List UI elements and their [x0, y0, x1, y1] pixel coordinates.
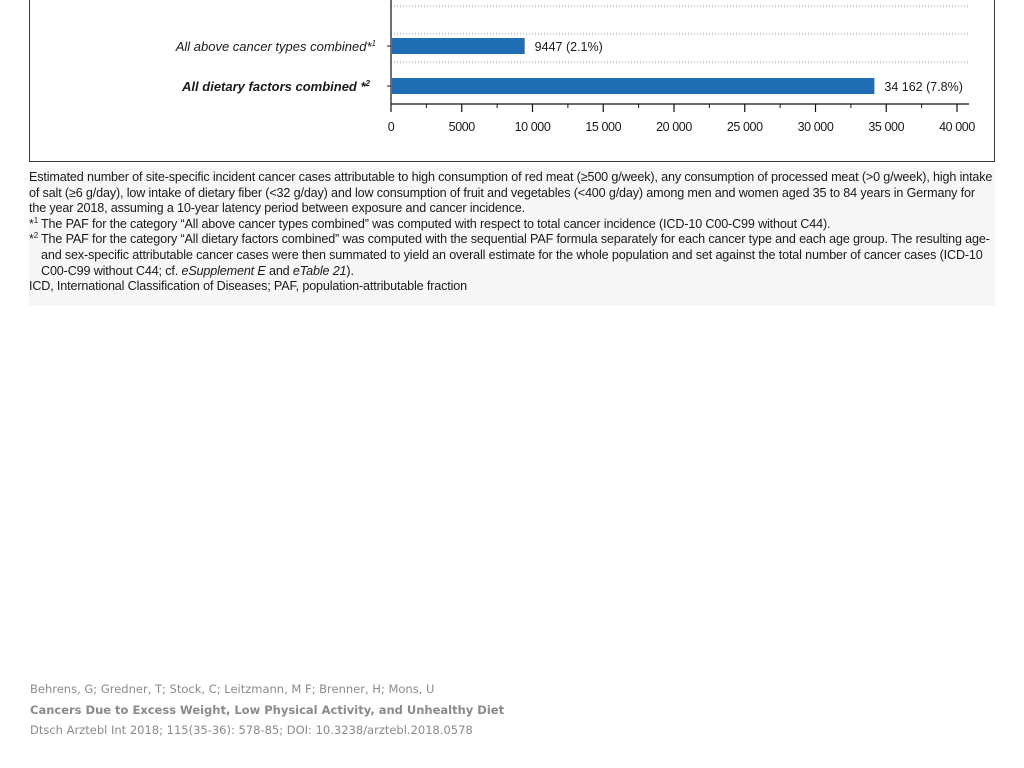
footnote-2-and: and — [265, 263, 293, 278]
x-tick-label: 25 000 — [727, 120, 763, 134]
bar — [392, 78, 875, 94]
x-tick-label: 30 000 — [798, 120, 834, 134]
data-label: 34 162 (7.8%) — [884, 80, 963, 94]
abbreviations: ICD, International Classification of Dis… — [29, 279, 467, 294]
footnote-2-text: The PAF for the category “All dietary fa… — [41, 232, 990, 278]
footnote-1: *1 The PAF for the category “All above ca… — [29, 215, 995, 233]
footnote-2-etable: Table 21 — [299, 263, 347, 278]
data-label: 9447 (2.1%) — [535, 40, 603, 54]
footnote-2-end: ). — [346, 263, 354, 278]
x-tick-label: 35 000 — [868, 120, 904, 134]
citation-journal: Dtsch Arztebl Int 2018; 115(35-36): 578-… — [30, 723, 473, 737]
chart-panel: All above cancer types combined*1 9447 (2… — [29, 0, 995, 162]
x-tick-label: 40 000 — [939, 120, 975, 134]
category-label: All above cancer types combined*1 — [175, 39, 376, 54]
x-tick-label: 0 — [388, 120, 395, 134]
citation-title: Cancers Due to Excess Weight, Low Physic… — [30, 702, 505, 717]
x-tick-label: 5000 — [449, 120, 476, 134]
footnote-2-sup: 2 — [33, 231, 39, 241]
footnote-2-esupp-e: e — [181, 263, 189, 278]
footnote-2-esupp: Supplement E — [188, 263, 266, 278]
bar-chart: All above cancer types combined*1 9447 (2… — [175, 0, 976, 134]
x-tick-label: 20 000 — [656, 120, 692, 134]
x-tick-label: 15 000 — [585, 120, 621, 134]
footnote-1-sup: 1 — [33, 215, 39, 225]
citation-authors: Behrens, G; Gredner, T; Stock, C; Leitzm… — [30, 682, 435, 696]
bar — [392, 38, 525, 54]
footnote-2-mark: * — [29, 232, 34, 247]
caption-description: Estimated number of site-specific incide… — [29, 170, 993, 216]
footnote-2-etable-e: e — [292, 263, 300, 278]
category-label: All dietary factors combined *2 — [181, 79, 371, 94]
footnote-1-mark: * — [29, 216, 34, 231]
footnote-2: *2 The PAF for the category “All dietary … — [29, 232, 995, 279]
figure-caption: Estimated number of site-specific incide… — [29, 168, 995, 306]
citation: Behrens, G; Gredner, T; Stock, C; Leitzm… — [30, 679, 504, 741]
x-tick-label: 10 000 — [515, 120, 551, 134]
footnote-1-text: The PAF for the category “All above canc… — [41, 216, 831, 231]
